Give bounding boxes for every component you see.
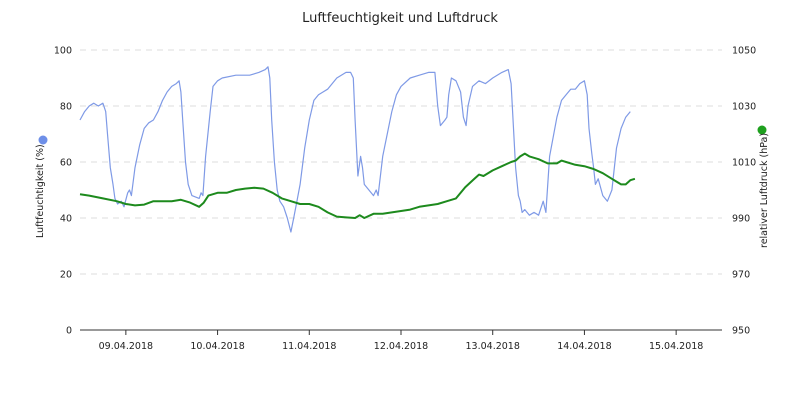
humidity-series-line <box>79 66 631 233</box>
series-layer <box>79 66 636 233</box>
y-right-tick-label: 1030 <box>732 102 756 113</box>
gridlines <box>80 49 722 275</box>
x-tick-label: 10.04.2018 <box>190 341 244 352</box>
y-right-tick-label: 950 <box>732 326 750 337</box>
x-axis-ticks: 09.04.2018 10.04.2018 11.04.2018 12.04.2018… <box>99 330 703 352</box>
y-left-tick-label: 60 <box>60 158 72 169</box>
x-tick-label: 15.04.2018 <box>649 341 703 352</box>
x-tick-label: 12.04.2018 <box>374 341 428 352</box>
left-axis-ticks: 0 20 40 60 80 100 <box>54 46 72 337</box>
chart-title: Luftfeuchtigkeit und Luftdruck <box>302 11 498 26</box>
y-right-tick-label: 1050 <box>732 46 756 57</box>
right-axis-legend-marker <box>757 125 767 135</box>
y-right-axis-title: relativer Luftdruck (hPa) <box>759 133 770 248</box>
x-tick-label: 11.04.2018 <box>282 341 336 352</box>
x-tick-label: 14.04.2018 <box>557 341 611 352</box>
y-right-tick-label: 1010 <box>732 158 756 169</box>
y-left-tick-label: 40 <box>60 214 72 225</box>
pressure-series-line <box>79 152 636 219</box>
x-tick-label: 13.04.2018 <box>466 341 520 352</box>
right-axis-ticks: 950 970 990 1010 1030 1050 <box>732 46 756 337</box>
y-right-tick-label: 970 <box>732 270 750 281</box>
y-left-axis-title: Luftfeuchtigkeit (%) <box>35 144 46 238</box>
x-tick-label: 09.04.2018 <box>99 341 153 352</box>
y-left-tick-label: 100 <box>54 46 72 57</box>
y-left-tick-label: 80 <box>60 102 72 113</box>
y-right-tick-label: 990 <box>732 214 750 225</box>
y-left-tick-label: 20 <box>60 270 72 281</box>
left-axis-legend-marker <box>38 135 48 145</box>
y-left-tick-label: 0 <box>66 326 72 337</box>
